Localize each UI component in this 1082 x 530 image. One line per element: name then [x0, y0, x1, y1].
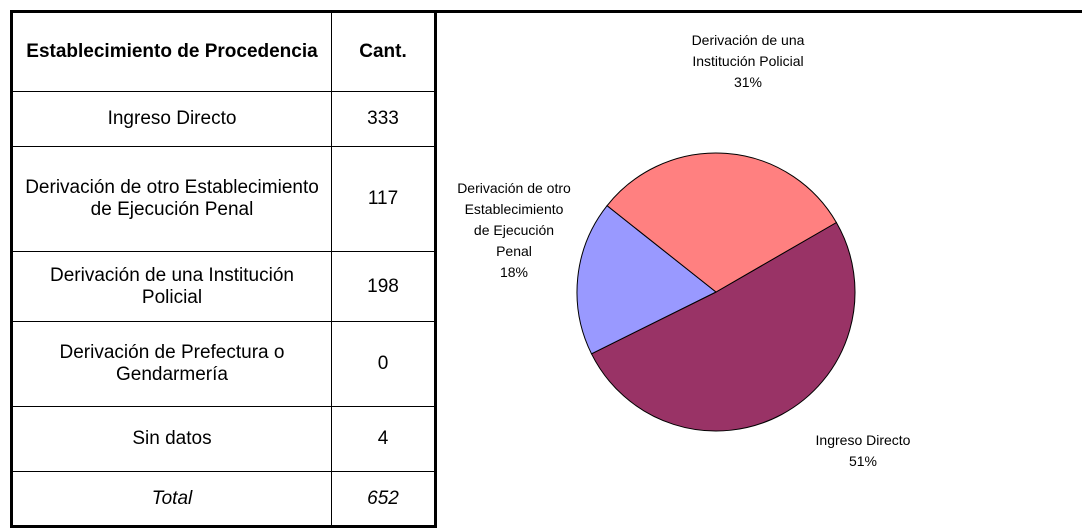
cell: Derivación de una Institución Policial [11, 251, 332, 322]
cell: Sin datos [11, 406, 332, 472]
cell: 198 [331, 251, 436, 322]
row: Derivación de una Institución Policial 19… [11, 251, 436, 322]
pie-slice [590, 221, 856, 432]
cell: 117 [331, 146, 436, 252]
row: Derivación de otro Establecimiento de Ej… [11, 146, 436, 252]
pie-slice [606, 152, 838, 293]
cell: Total [11, 471, 332, 527]
cell: Derivación de Prefectura o Gendarmería [11, 321, 332, 407]
cell: 0 [331, 321, 436, 407]
cell: 333 [331, 91, 436, 147]
cell: 4 [331, 406, 436, 472]
cell: 652 [331, 471, 436, 527]
row: Derivación de Prefectura o Gendarmería 0 [11, 321, 436, 407]
slice-percent: 51% [848, 453, 878, 469]
header-cell: Cant. [331, 11, 436, 92]
row: Sin datos 4 [11, 406, 436, 472]
slice-name: Derivación de una Institución Policial [691, 32, 805, 69]
header-cell: Establecimiento de Procedencia [11, 11, 332, 92]
pie-slice [576, 204, 717, 355]
total-row: Total 652 [11, 471, 436, 527]
slice-label: Ingreso Directo 51% [803, 430, 923, 472]
header-row: Establecimiento de Procedencia Cant. [11, 11, 436, 92]
slice-label: Derivación de otro Establecimiento de Ej… [455, 178, 573, 283]
slice-label: Derivación de una Institución Policial 31… [683, 30, 813, 93]
slice-name: Ingreso Directo [815, 432, 911, 448]
slice-percent: 31% [733, 74, 763, 90]
top-border [10, 10, 1082, 13]
data-table: Establecimiento de Procedencia Cant. Ing… [10, 10, 437, 528]
cell: Ingreso Directo [11, 91, 332, 147]
slice-percent: 18% [499, 264, 529, 280]
cell: Derivación de otro Establecimiento de Ej… [11, 146, 332, 252]
row: Ingreso Directo 333 [11, 91, 436, 147]
slice-name: Derivación de otro Establecimiento de Ej… [457, 180, 571, 259]
